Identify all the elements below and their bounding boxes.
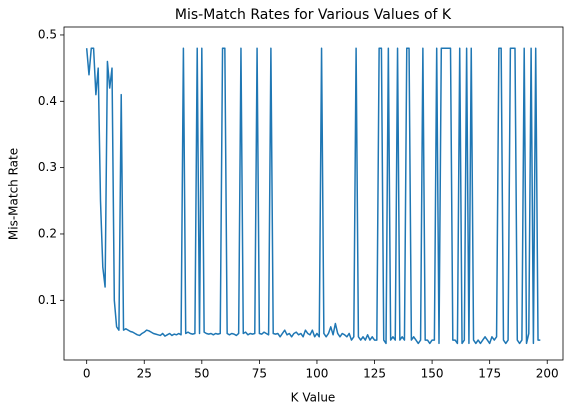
x-axis-label: K Value (291, 391, 336, 405)
y-tick-label: 0.5 (38, 27, 57, 41)
y-tick-label: 0.3 (38, 160, 57, 174)
y-tick-label: 0.1 (38, 293, 57, 307)
x-tick-label: 200 (536, 367, 559, 381)
line (85, 47, 541, 345)
x-tick-label: 0 (83, 367, 91, 381)
x-tick-label: 150 (421, 367, 444, 381)
x-tick-label: 75 (252, 367, 267, 381)
y-axis-label: Mis-Match Rate (7, 148, 21, 240)
y-tick-label: 0.4 (38, 94, 57, 108)
x-tick-label: 175 (478, 367, 501, 381)
x-tick-label: 125 (363, 367, 386, 381)
x-tick-label: 50 (194, 367, 209, 381)
y-tick-label: 0.2 (38, 226, 57, 240)
chart-title: Mis-Match Rates for Various Values of K (175, 7, 452, 23)
x-tick-label: 100 (306, 367, 329, 381)
x-tick-label: 25 (137, 367, 152, 381)
plot-frame (63, 26, 564, 361)
